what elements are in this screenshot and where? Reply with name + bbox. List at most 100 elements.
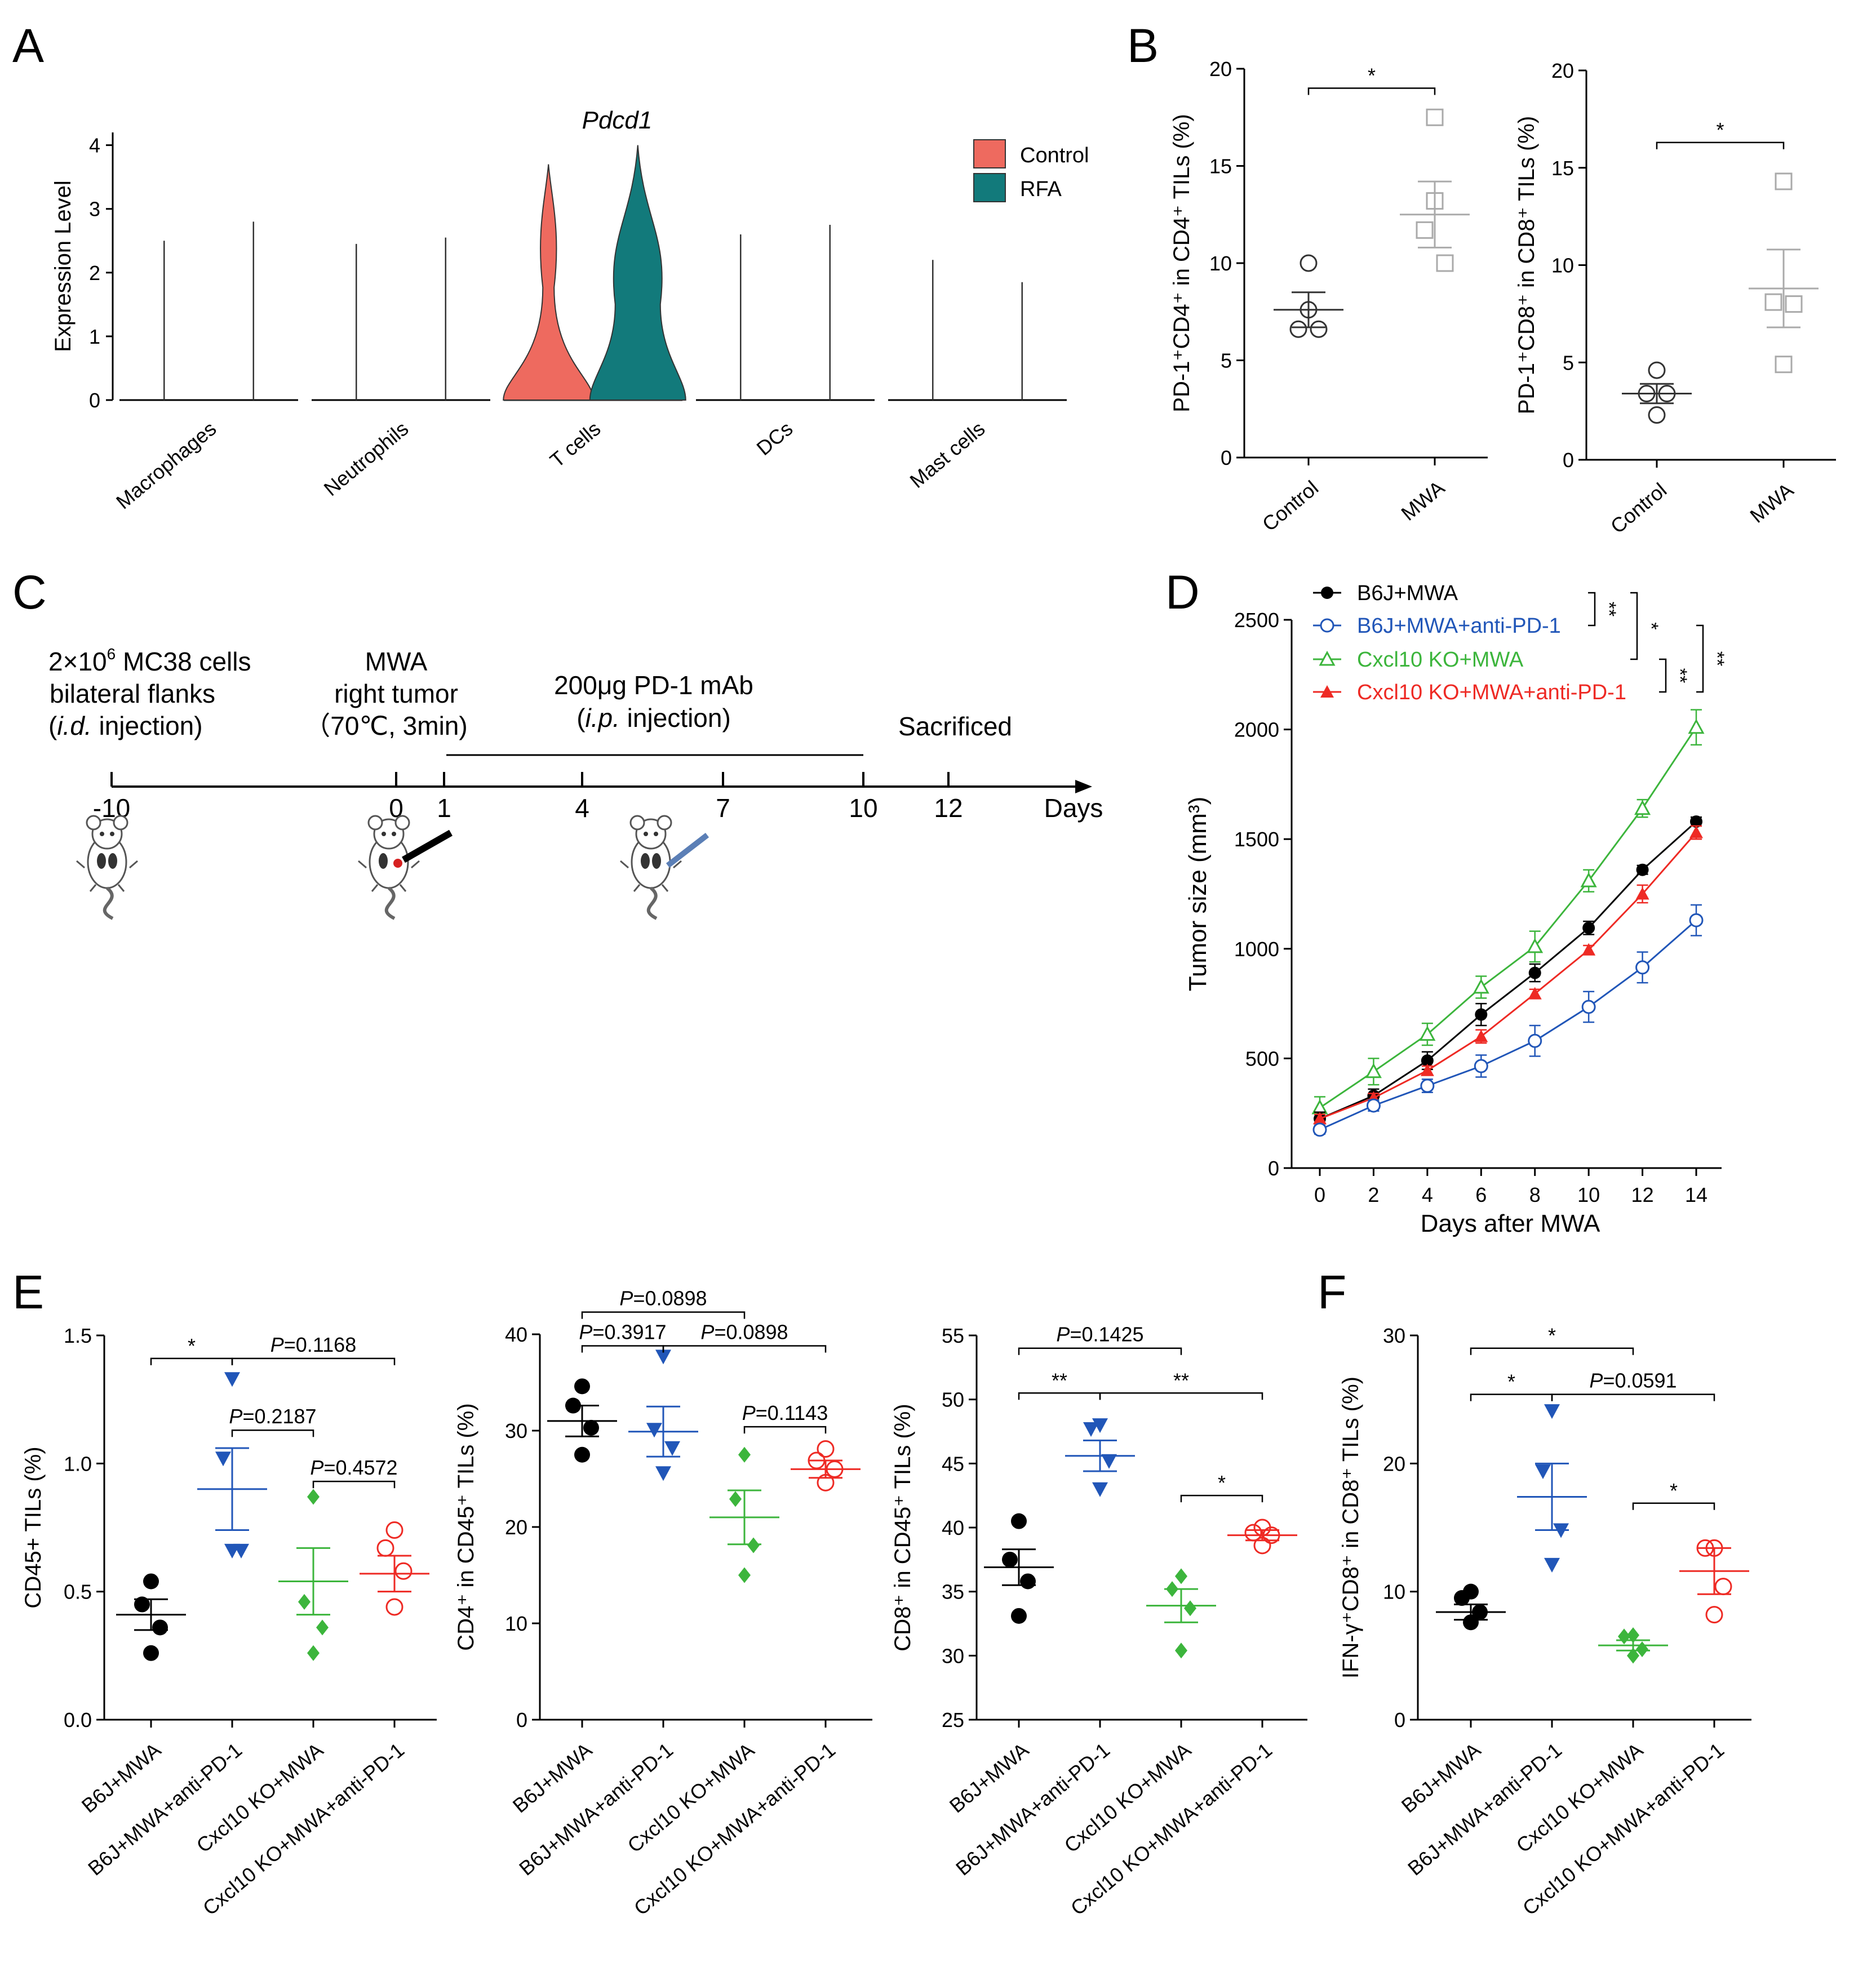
- panel-b-cd8-scatter: 0 5 10 15 20 PD-1⁺CD8⁺ in CD8⁺ TILs (%) Contro…: [1514, 59, 1836, 538]
- data-point: [1475, 1008, 1488, 1021]
- violin-rfa: [589, 145, 686, 401]
- y-tick-label: 0.5: [64, 1581, 92, 1604]
- data-point: [1011, 1513, 1027, 1529]
- data-point: [1300, 254, 1318, 272]
- data-point: [1627, 1627, 1639, 1643]
- significance-label: **: [1669, 668, 1691, 683]
- data-point: [1688, 718, 1705, 734]
- significance-label: *: [1368, 64, 1376, 87]
- y-axis-label: IFN-γ⁺CD8⁺ in CD8⁺ TILs (%): [1338, 1377, 1363, 1679]
- data-point: [738, 1567, 751, 1583]
- significance-bracket: [231, 1429, 314, 1437]
- panel-f-ifng-scatter: 0 10 20 30 IFN-γ⁺CD8⁺ in CD8⁺ TILs (%) B6J+MW…: [1338, 1324, 1751, 1920]
- panel-a-violin-chart: 0 1 2 3 4 Expression Level Pdcd1 Macrophages Neu…: [51, 106, 1089, 513]
- y-tick-label: 30: [1383, 1324, 1405, 1347]
- injection-text-line3: (i.d. injection): [48, 711, 203, 740]
- x-tick-label: B6J+MWA+anti-PD-1: [515, 1738, 677, 1880]
- data-point: [1310, 320, 1328, 338]
- data-point: [1092, 1418, 1108, 1433]
- data-point: [1627, 1648, 1639, 1664]
- data-point: [738, 1446, 751, 1463]
- x-tick-label: B6J+MWA+anti-PD-1: [951, 1738, 1114, 1880]
- injection-text-line1: 2×106 MC38 cells: [48, 645, 251, 676]
- y-tick-label: 500: [1245, 1047, 1279, 1070]
- y-tick-label: 35: [942, 1581, 964, 1604]
- data-point: [1420, 1078, 1435, 1093]
- significance-bracket: [581, 1345, 664, 1353]
- y-tick-label: 10: [1383, 1581, 1405, 1604]
- significance-bracket: [1180, 1494, 1263, 1503]
- data-point: [385, 1521, 403, 1539]
- mouse-icon-ip-injection: [620, 815, 709, 920]
- y-tick-label: 2000: [1234, 718, 1279, 742]
- y-tick-label: 10: [1209, 252, 1232, 275]
- y-axis-label: CD45+ TILs (%): [21, 1446, 46, 1608]
- significance-label: *: [1218, 1471, 1226, 1494]
- data-point: [1775, 356, 1793, 374]
- data-point: [664, 1441, 680, 1456]
- data-point: [1634, 800, 1651, 815]
- panel-label-f: F: [1318, 1266, 1346, 1319]
- significance-label: P=0.4572: [310, 1456, 397, 1479]
- data-point: [1528, 966, 1541, 979]
- mwa-text-line1: MWA: [365, 647, 428, 676]
- data-point: [1436, 254, 1454, 272]
- y-tick-label: 0: [1221, 446, 1232, 469]
- data-point: [316, 1619, 329, 1636]
- y-tick-label: 1.0: [64, 1452, 92, 1475]
- data-point: [1419, 1026, 1436, 1041]
- significance-bracket: [150, 1357, 233, 1365]
- legend-swatch-control: [973, 139, 1006, 168]
- data-point: [1528, 1033, 1542, 1048]
- y-tick-label: 20: [1383, 1452, 1405, 1475]
- significance-bracket: [231, 1357, 396, 1365]
- significance-label: **: [1173, 1369, 1189, 1392]
- x-axis-label: Days after MWA: [1421, 1210, 1600, 1237]
- data-point: [1775, 172, 1793, 190]
- significance-label: *: [188, 1334, 196, 1357]
- y-axis-label: CD8⁺ in CD45⁺ TILs (%): [890, 1404, 915, 1651]
- data-point: [655, 1466, 671, 1481]
- panel-b-cd4-scatter: 0 5 10 15 20 PD-1⁺CD4⁺ in CD4⁺ TILs (%) Contro…: [1169, 57, 1488, 536]
- y-tick-label: 10: [1551, 254, 1574, 277]
- data-point: [1535, 1464, 1551, 1479]
- mwa-text-line3: （70℃, 3min): [304, 711, 467, 740]
- data-point: [1635, 960, 1650, 975]
- category-label: Neutrophils: [320, 417, 413, 500]
- y-tick-label: 25: [942, 1708, 964, 1732]
- significance-label: **: [1052, 1369, 1067, 1392]
- significance-bracket: [743, 1426, 827, 1434]
- timeline-tick-label: 10: [849, 793, 877, 823]
- y-tick-label: 3: [89, 198, 100, 221]
- timeline-tick-label: 4: [575, 793, 589, 823]
- y-tick-label: 5: [1563, 351, 1574, 374]
- data-point: [1454, 1590, 1470, 1606]
- legend-marker: [1320, 618, 1334, 633]
- data-point: [1648, 361, 1666, 379]
- injection-text-line2: bilateral flanks: [50, 679, 215, 708]
- timeline-tick-label: 12: [934, 793, 963, 823]
- data-point: [1527, 938, 1544, 953]
- y-tick-label: 20: [1209, 57, 1232, 81]
- x-tick-label: 6: [1475, 1183, 1487, 1206]
- mwa-text-line2: right tumor: [334, 679, 458, 708]
- significance-label: P=0.0898: [700, 1321, 788, 1344]
- significance-bracket: [1551, 1393, 1715, 1401]
- data-point: [1705, 1606, 1723, 1624]
- pd1-text-line1: 200μg PD-1 mAb: [554, 671, 753, 700]
- timeline-tick-label: 1: [437, 793, 451, 823]
- y-tick-label: 40: [942, 1516, 964, 1539]
- legend-marker: [1320, 685, 1334, 698]
- data-point: [1764, 293, 1782, 311]
- data-point: [1582, 921, 1595, 934]
- y-tick-label: 0.0: [64, 1708, 92, 1732]
- data-point: [1175, 1642, 1187, 1659]
- chart-title: Pdcd1: [582, 106, 653, 134]
- legend-label: B6J+MWA+anti-PD-1: [1357, 614, 1561, 638]
- y-axis-label: Expression Level: [51, 180, 76, 352]
- series-line: [1319, 920, 1697, 1131]
- data-point: [1581, 1000, 1596, 1014]
- significance-label: P=0.2187: [229, 1405, 316, 1428]
- data-point: [1689, 913, 1704, 927]
